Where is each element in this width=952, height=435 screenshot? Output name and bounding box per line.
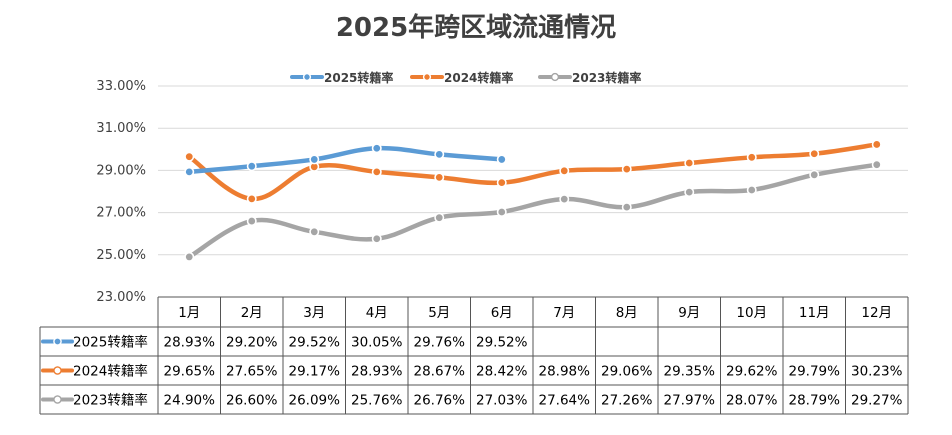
table-cell: 28.42% — [476, 364, 528, 380]
data-point — [434, 149, 445, 160]
legend-label: 2025转籍率 — [324, 70, 393, 85]
table-cell: 29.06% — [601, 364, 653, 380]
legend-marker — [550, 72, 560, 82]
legend-label: 2023转籍率 — [572, 70, 641, 85]
x-tick-label: 5月 — [428, 305, 450, 321]
table-cell: 28.07% — [726, 393, 778, 409]
table-cell: 28.79% — [789, 393, 841, 409]
table-legend-marker — [53, 337, 62, 346]
legend-label: 2024转籍率 — [444, 70, 513, 85]
table-cell: 29.79% — [789, 364, 841, 380]
plot-area — [184, 139, 882, 262]
data-point — [434, 172, 445, 183]
y-tick-label: 23.00% — [96, 290, 146, 305]
table-cell: 28.93% — [351, 364, 403, 380]
legend: 2025转籍率 2024转籍率 2023转籍率 — [290, 70, 641, 85]
table-cell: 29.27% — [851, 393, 903, 409]
y-tick-label: 29.00% — [96, 163, 146, 178]
table-legend-marker — [53, 395, 62, 404]
table-cell: 29.62% — [726, 364, 778, 380]
table-cell: 30.05% — [351, 335, 403, 351]
data-point — [496, 154, 507, 165]
y-tick-label: 25.00% — [96, 248, 146, 263]
table-cell: 29.65% — [164, 364, 216, 380]
x-tick-label: 11月 — [799, 305, 830, 321]
table-cell: 25.76% — [351, 393, 403, 409]
table-cell: 28.98% — [539, 364, 591, 380]
x-tick-label: 9月 — [678, 305, 700, 321]
chart-title: 2025年跨区域流通情况 — [336, 12, 616, 43]
table-cell: 27.65% — [226, 364, 278, 380]
data-point — [184, 251, 195, 262]
legend-marker — [422, 72, 432, 82]
grid — [158, 85, 908, 256]
data-point — [684, 187, 695, 198]
data-point — [371, 233, 382, 244]
table-cell: 24.90% — [164, 393, 216, 409]
table-cell: 28.93% — [164, 335, 216, 351]
table-cell: 26.60% — [226, 393, 278, 409]
table-cell: 26.76% — [414, 393, 466, 409]
x-tick-label: 7月 — [553, 305, 575, 321]
x-tick-label: 10月 — [736, 305, 767, 321]
table-series-label: 2024转籍率 — [73, 363, 148, 380]
y-axis: 23.00% 25.00% 27.00% 29.00% 31.00% 33.00% — [96, 79, 146, 305]
x-tick-label: 4月 — [366, 305, 388, 321]
table-cell: 29.76% — [414, 335, 466, 351]
table-cell: 28.67% — [414, 364, 466, 380]
data-point — [246, 161, 257, 172]
table-cell: 29.52% — [476, 335, 528, 351]
data-point — [559, 165, 570, 176]
table-cell: 26.09% — [289, 393, 341, 409]
table-cell: 29.17% — [289, 364, 341, 380]
data-point — [371, 166, 382, 177]
data-point — [246, 216, 257, 227]
table-cell: 29.52% — [289, 335, 341, 351]
x-tick-label: 6月 — [491, 305, 513, 321]
data-point — [809, 169, 820, 180]
data-point — [871, 159, 882, 170]
data-point — [309, 154, 320, 165]
x-tick-label: 1月 — [178, 305, 200, 321]
x-tick-label: 3月 — [303, 305, 325, 321]
data-point — [621, 164, 632, 175]
data-point — [809, 148, 820, 159]
data-point — [496, 206, 507, 217]
data-point — [684, 158, 695, 169]
table-cell: 30.23% — [851, 364, 903, 380]
table-series-label: 2025转籍率 — [73, 334, 148, 351]
data-point — [371, 143, 382, 154]
legend-marker — [302, 72, 312, 82]
table-legend-marker — [53, 366, 62, 375]
data-table: 1月 2月 3月 4月 5月 6月 7月 8月 9月 10月 11月 12月 2025转籍率 28.93%… — [39, 296, 909, 415]
table-series-label: 2023转籍率 — [73, 392, 148, 409]
x-tick-label: 8月 — [616, 305, 638, 321]
data-point — [496, 177, 507, 188]
table-cell: 27.26% — [601, 393, 653, 409]
data-point — [309, 226, 320, 237]
table-cell: 29.35% — [664, 364, 716, 380]
series-line — [187, 142, 879, 202]
data-point — [184, 151, 195, 162]
data-point — [434, 212, 445, 223]
y-tick-label: 27.00% — [96, 206, 146, 221]
y-tick-label: 31.00% — [96, 121, 146, 136]
data-point — [184, 166, 195, 177]
table-cell: 27.97% — [664, 393, 716, 409]
x-tick-label: 12月 — [861, 305, 892, 321]
y-tick-label: 33.00% — [96, 79, 146, 94]
table-cell: 29.20% — [226, 335, 278, 351]
table-cell: 27.64% — [539, 393, 591, 409]
data-point — [621, 202, 632, 213]
data-point — [246, 193, 257, 204]
data-point — [559, 194, 570, 205]
data-point — [871, 139, 882, 150]
data-point — [746, 152, 757, 163]
data-point — [746, 185, 757, 196]
x-tick-label: 2月 — [241, 305, 263, 321]
table-cell: 27.03% — [476, 393, 528, 409]
